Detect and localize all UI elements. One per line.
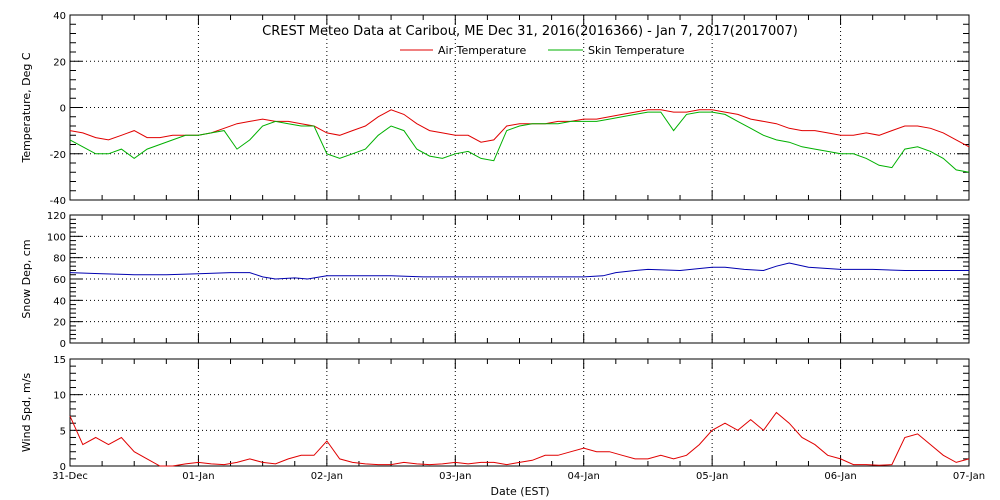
y-axis-title-snow-depth: Snow Dep, cm bbox=[20, 239, 33, 318]
x-tick-labels: 31-Dec 01-Jan 02-Jan 03-Jan 04-Jan 05-Jan 06-J… bbox=[52, 471, 985, 482]
y-tick-label: 10 bbox=[53, 391, 66, 402]
x-axis-title: Date (EST) bbox=[490, 485, 549, 498]
x-tick-label: 01-Jan bbox=[182, 471, 214, 482]
x-tick-label: 05-Jan bbox=[696, 471, 728, 482]
y-tick-label: 60 bbox=[53, 275, 66, 286]
series-line-wind-speed-0 bbox=[69, 411, 970, 467]
series-line-temperature-0 bbox=[69, 109, 970, 148]
x-tick-label: 07-Jan bbox=[953, 471, 985, 482]
y-tick-label: 15 bbox=[53, 355, 66, 366]
y-tick-label: 100 bbox=[47, 232, 66, 243]
y-tick-label: 80 bbox=[53, 254, 66, 265]
y-axis-title-temperature: Temperature, Deg C bbox=[20, 52, 33, 163]
y-tick-label: 20 bbox=[53, 57, 66, 68]
panel-temperature: -40 -20 0 20 40 Temperature, Deg C bbox=[20, 11, 970, 207]
y-tick-label: 40 bbox=[53, 11, 66, 22]
panel-wind-speed: 0 5 10 15 Wind Spd, m/s bbox=[20, 355, 970, 473]
y-tick-label: -40 bbox=[50, 196, 66, 207]
legend-air-label: Air Temperature bbox=[438, 44, 527, 57]
y-tick-label: 0 bbox=[60, 339, 66, 350]
x-tick-label: 31-Dec bbox=[52, 471, 88, 482]
y-tick-label: 40 bbox=[53, 296, 66, 307]
y-tick-label: 5 bbox=[60, 426, 66, 437]
y-tick-label: 120 bbox=[47, 211, 66, 222]
y-axis-title-wind-speed: Wind Spd, m/s bbox=[20, 373, 33, 453]
y-tick-label: 0 bbox=[60, 462, 66, 473]
y-tick-label: 0 bbox=[60, 104, 66, 115]
legend-skin-label: Skin Temperature bbox=[588, 44, 685, 57]
plot-frame bbox=[69, 358, 970, 467]
chart-title: CREST Meteo Data at Caribou, ME Dec 31, … bbox=[262, 24, 798, 39]
y-tick-label: 20 bbox=[53, 318, 66, 329]
x-tick-label: 06-Jan bbox=[824, 471, 856, 482]
y-tick-label: -20 bbox=[50, 150, 66, 161]
panel-snow-depth: 0 20 40 60 80 100 120 Snow Dep, cm bbox=[20, 211, 970, 350]
legend: Air Temperature Skin Temperature bbox=[400, 44, 685, 57]
series-line-temperature-1 bbox=[69, 111, 970, 173]
x-tick-label: 03-Jan bbox=[439, 471, 471, 482]
x-tick-label: 02-Jan bbox=[311, 471, 343, 482]
series-line-snow-depth-0 bbox=[69, 262, 969, 280]
x-tick-label: 04-Jan bbox=[568, 471, 600, 482]
